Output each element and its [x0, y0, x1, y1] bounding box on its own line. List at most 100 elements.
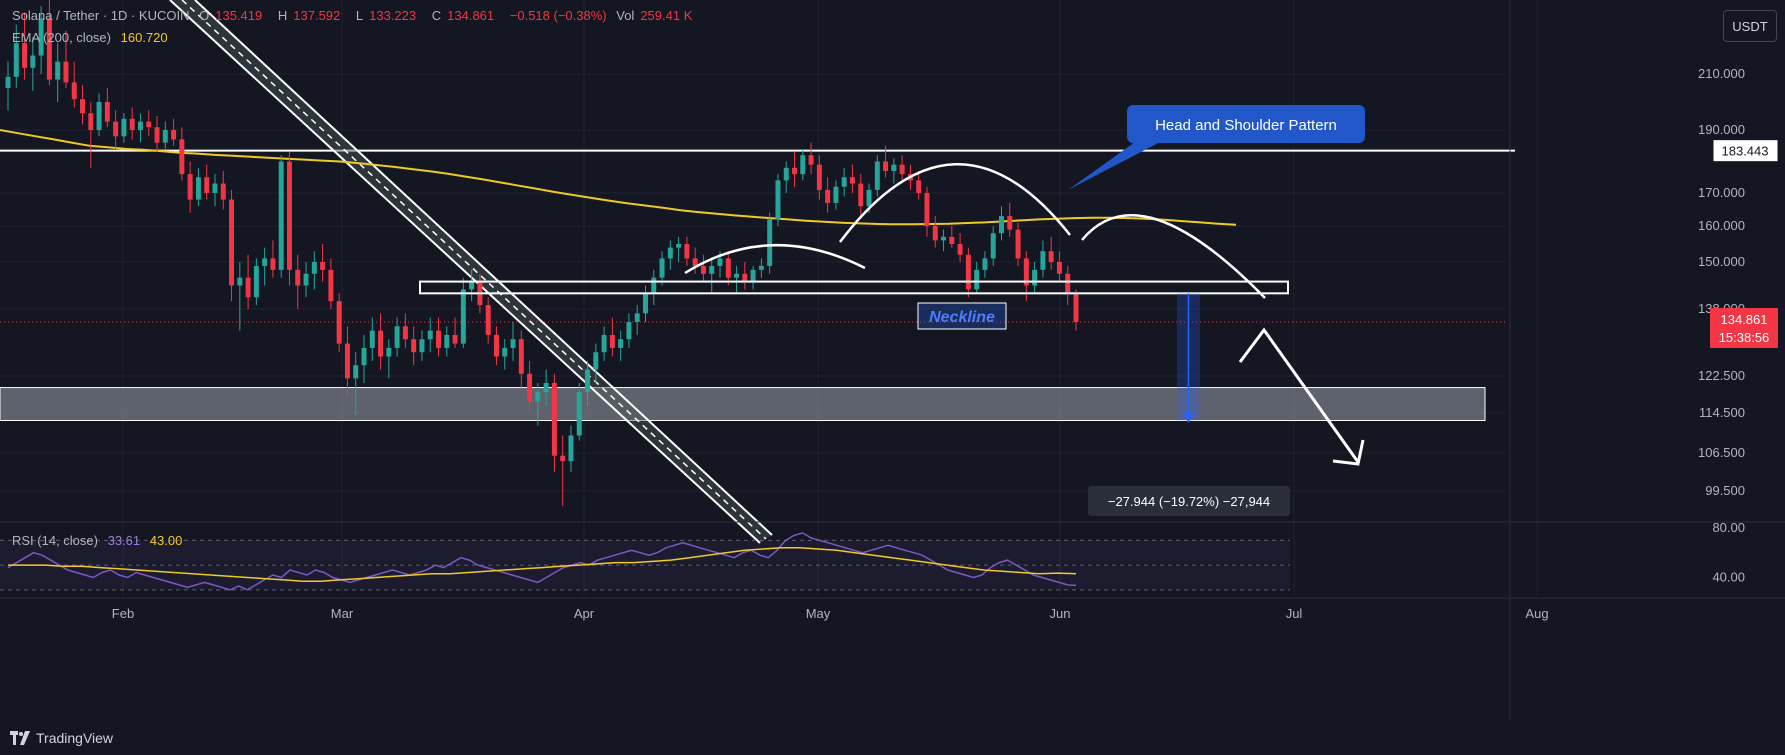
- price-axis[interactable]: 210.000190.000170.000160.000150.000138.0…: [1509, 0, 1745, 720]
- candle-body: [303, 273, 309, 286]
- candle: [667, 240, 673, 270]
- candle-body: [883, 161, 889, 171]
- candle: [96, 93, 102, 137]
- resistance-badge: [1712, 139, 1779, 163]
- candle: [916, 170, 922, 200]
- candle-body: [709, 265, 715, 274]
- candle-body: [220, 183, 226, 200]
- x-tick-label: Apr: [574, 606, 595, 621]
- candle-body: [543, 382, 549, 393]
- candle-body: [626, 321, 632, 340]
- candle-body: [965, 254, 971, 290]
- left-shoulder-arc: [684, 243, 866, 275]
- candle: [990, 226, 996, 266]
- candle-body: [113, 121, 119, 137]
- candle-body: [295, 269, 301, 286]
- rsi-value: 33.61: [107, 533, 141, 548]
- candle-body: [667, 247, 673, 259]
- candle-body: [767, 219, 773, 266]
- grid-lines: [0, 0, 1538, 596]
- candle-body: [328, 269, 334, 302]
- countdown-text: 15:38:56: [1719, 330, 1770, 345]
- candle-body: [734, 273, 740, 278]
- candle-body: [1032, 269, 1038, 286]
- callout-text: Head and Shoulder Pattern: [1155, 117, 1337, 134]
- ohlc-open: O 135.419: [199, 8, 263, 23]
- candle: [767, 212, 773, 274]
- candle: [369, 317, 375, 361]
- candle-body: [121, 118, 127, 137]
- candle: [551, 373, 557, 472]
- ema-legend[interactable]: EMA (200, close) 160.720: [12, 30, 174, 45]
- candle: [121, 113, 127, 143]
- time-axis[interactable]: Feb Mar Apr May Jun Jul Aug: [0, 597, 1785, 621]
- symbol-title[interactable]: Solana / Tether · 1D · KUCOIN: [12, 8, 190, 23]
- candle-body: [609, 334, 615, 348]
- candle: [684, 236, 690, 266]
- support-zone: [0, 387, 1486, 421]
- candle: [179, 127, 185, 181]
- rsi-ma-value: 43.00: [149, 533, 183, 548]
- candle-body: [378, 330, 384, 357]
- candle-body: [742, 273, 748, 282]
- candle-body: [974, 269, 980, 290]
- y-tick-label: 114.500: [1699, 405, 1745, 420]
- candle-body: [237, 277, 243, 286]
- candle: [22, 12, 28, 80]
- pattern-callout: Head and Shoulder Pattern: [1068, 105, 1365, 190]
- candle-body: [982, 258, 988, 270]
- candle-body: [941, 236, 947, 241]
- x-tick-label: Feb: [112, 606, 134, 621]
- candle-body: [311, 262, 317, 274]
- candle-body: [229, 199, 235, 286]
- candle-body: [460, 289, 466, 344]
- neckline-label-text: Neckline: [929, 309, 995, 326]
- candle: [402, 313, 408, 348]
- currency-button[interactable]: USDT: [1723, 10, 1777, 42]
- candle: [957, 233, 963, 262]
- y-tick-label: 190.000: [1698, 122, 1745, 137]
- tradingview-logo-icon: [10, 730, 30, 745]
- candle-body: [1040, 251, 1046, 270]
- candle: [510, 321, 516, 361]
- candle: [700, 254, 706, 282]
- y-tick-label: 122.500: [1698, 368, 1745, 383]
- candle-body: [527, 373, 533, 402]
- candle-body: [800, 155, 806, 175]
- y-tick-label: 106.500: [1698, 445, 1745, 460]
- candle: [734, 265, 740, 294]
- candle: [328, 258, 334, 309]
- candle: [601, 326, 607, 361]
- tradingview-brand[interactable]: TradingView: [36, 729, 114, 746]
- candle-body: [999, 216, 1004, 234]
- price-chart[interactable]: Head and Shoulder Pattern Neckline −27.9…: [0, 0, 1785, 720]
- candle: [104, 88, 110, 128]
- candle: [982, 251, 988, 278]
- channel-lower: [194, 0, 773, 536]
- candle: [634, 305, 640, 335]
- candle: [212, 174, 218, 207]
- candle: [725, 251, 731, 286]
- candle: [253, 258, 259, 306]
- channel-fill: [170, 0, 772, 543]
- candle: [999, 206, 1004, 241]
- candle: [344, 326, 350, 397]
- candle: [378, 313, 384, 370]
- candle: [237, 262, 243, 331]
- rsi-tick-label: 40.00: [1712, 569, 1745, 584]
- candle-body: [71, 82, 77, 100]
- callout-box: [1127, 105, 1365, 143]
- measure-arrowhead: [1182, 412, 1195, 423]
- candle-body: [46, 18, 52, 80]
- candle-body: [775, 180, 781, 220]
- rsi-legend[interactable]: RSI (14, close) 33.61 43.00: [12, 533, 188, 548]
- candle: [659, 251, 665, 286]
- candle: [137, 113, 143, 143]
- x-tick-label: Mar: [331, 606, 354, 621]
- candle: [858, 174, 864, 217]
- candle: [353, 352, 359, 416]
- candle: [46, 0, 52, 86]
- neckline-zone: [419, 280, 1289, 295]
- candle: [849, 164, 855, 193]
- candle: [311, 251, 317, 290]
